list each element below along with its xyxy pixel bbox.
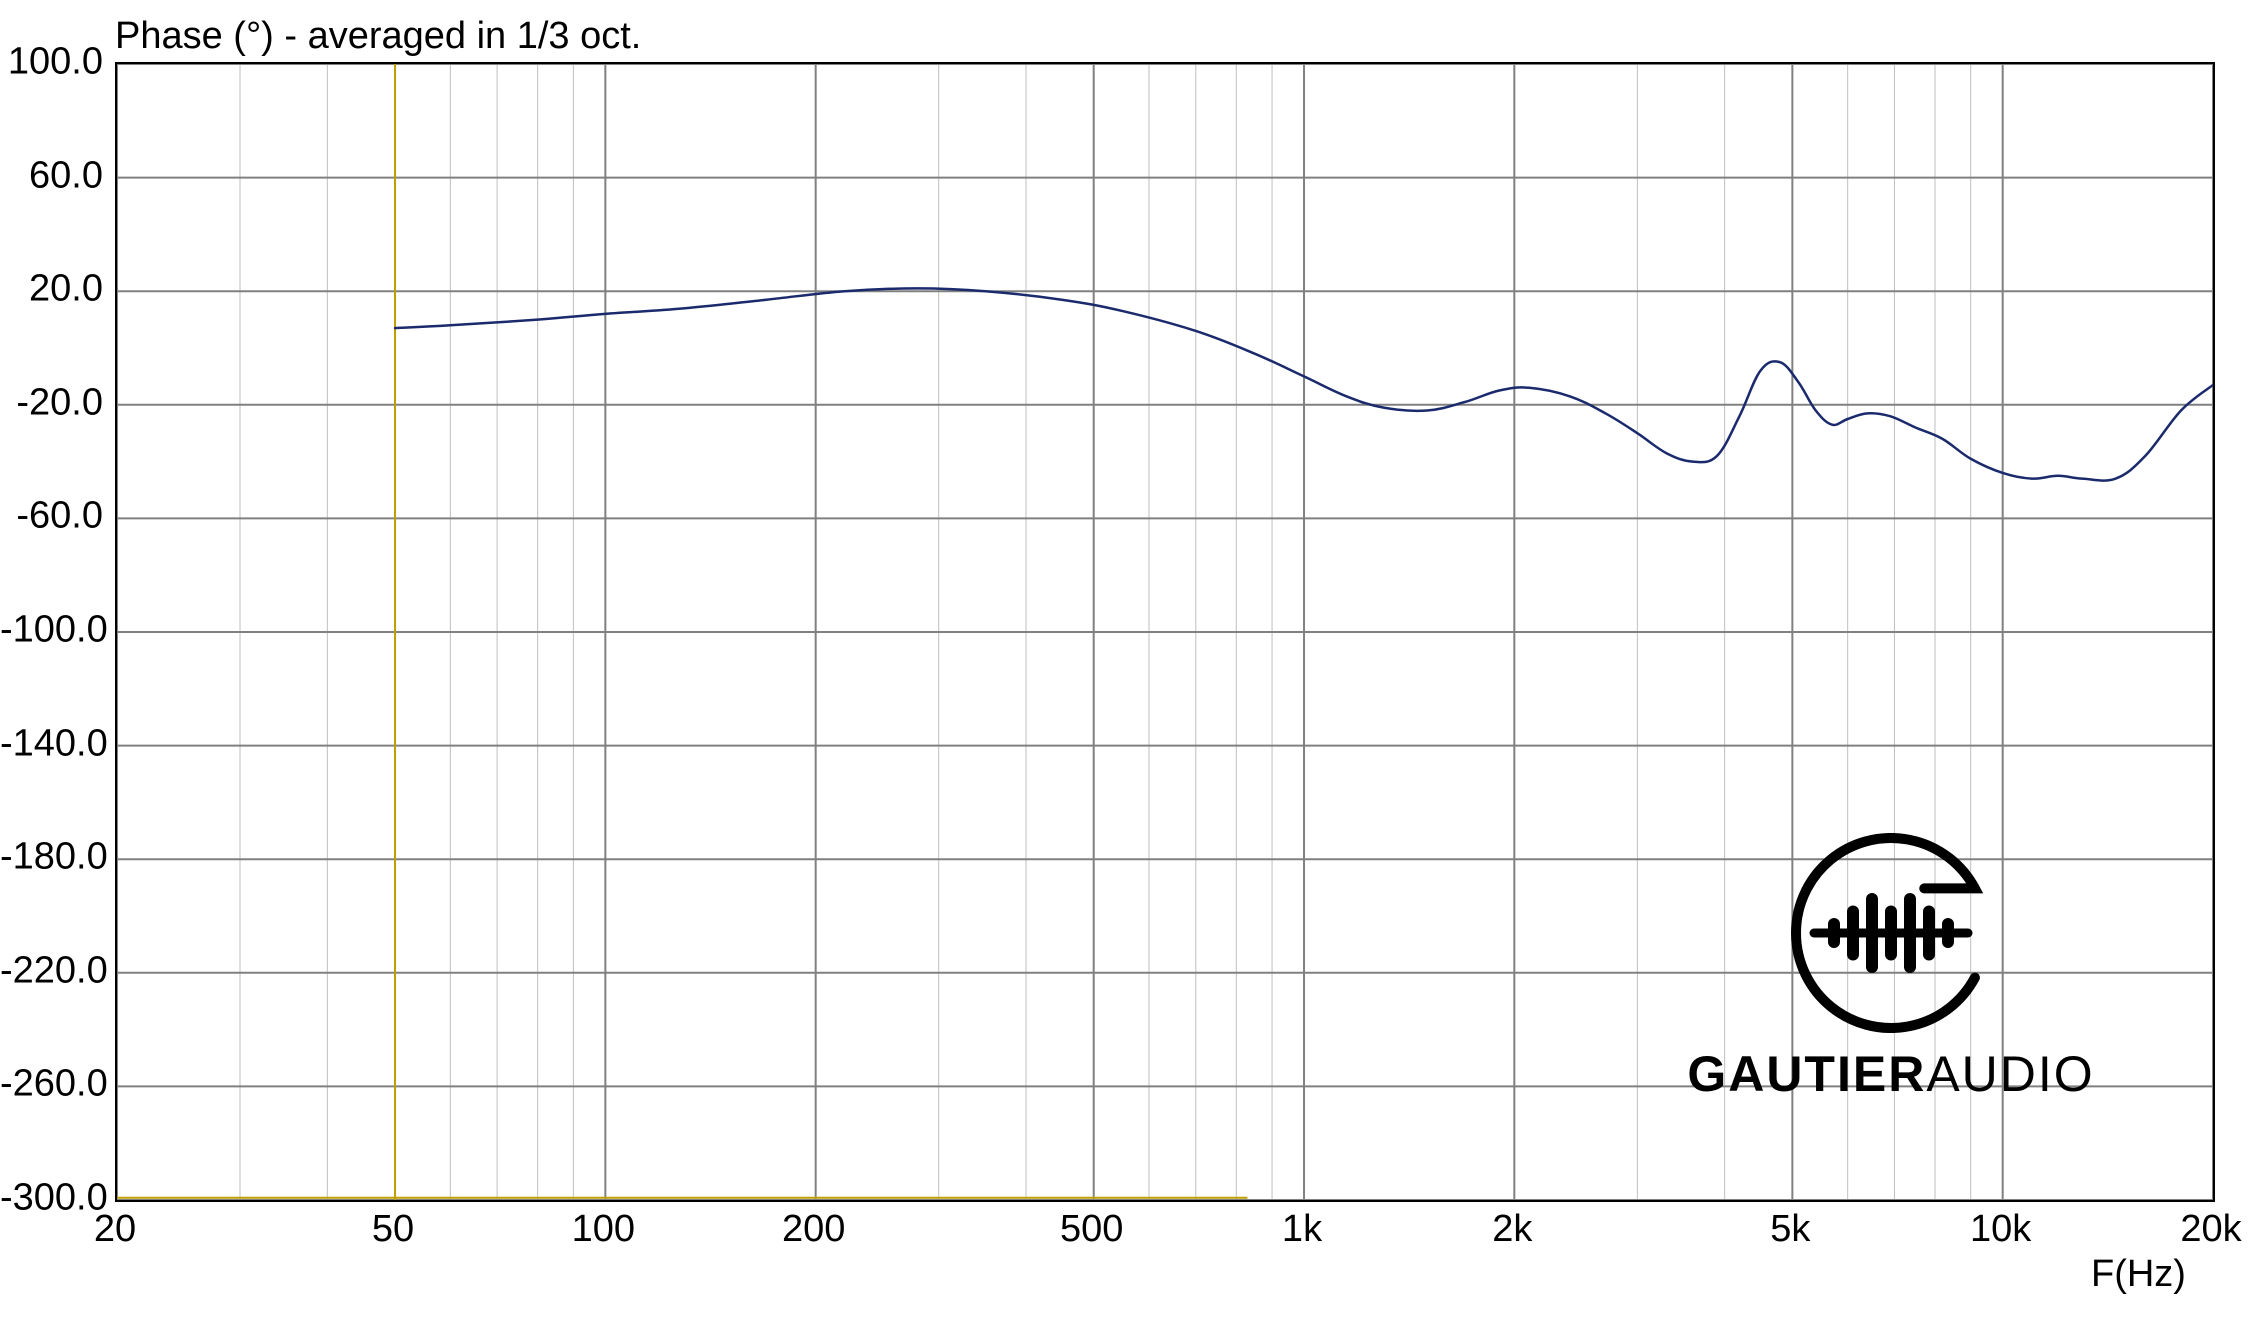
y-tick-label: -20.0 <box>0 381 103 424</box>
brand-logo: GAUTIERAUDIO <box>1651 833 2131 1103</box>
x-tick-label: 10k <box>1970 1208 2031 1251</box>
y-tick-label: 20.0 <box>0 268 103 311</box>
y-tick-label: 60.0 <box>0 154 103 197</box>
brand-name-light: AUDIO <box>1926 1046 2094 1102</box>
y-tick-label: -260.0 <box>0 1063 103 1106</box>
y-tick-label: -220.0 <box>0 949 103 992</box>
y-tick-label: 100.0 <box>0 41 103 84</box>
x-tick-label: 500 <box>1060 1208 1123 1251</box>
y-tick-label: -100.0 <box>0 609 103 652</box>
x-tick-label: 50 <box>372 1208 414 1251</box>
x-tick-label: 5k <box>1770 1208 1810 1251</box>
brand-logo-text: GAUTIERAUDIO <box>1651 1045 2131 1103</box>
chart-title: Phase (°) - averaged in 1/3 oct. <box>115 15 641 58</box>
x-axis-label: F(Hz) <box>2091 1253 2186 1296</box>
x-tick-label: 20 <box>94 1208 136 1251</box>
chart-wrapper: Phase (°) - averaged in 1/3 oct. 100.0 60… <box>0 0 2254 1325</box>
brand-name-bold: GAUTIER <box>1687 1046 1926 1102</box>
brand-logo-icon <box>1786 833 1996 1033</box>
x-tick-label: 20k <box>2180 1208 2241 1251</box>
y-tick-label: -60.0 <box>0 495 103 538</box>
x-tick-label: 1k <box>1282 1208 1322 1251</box>
y-tick-label: -140.0 <box>0 722 103 765</box>
x-tick-label: 200 <box>782 1208 845 1251</box>
y-tick-label: -180.0 <box>0 836 103 879</box>
y-tick-label: -300.0 <box>0 1177 103 1220</box>
x-tick-label: 2k <box>1492 1208 1532 1251</box>
x-tick-label: 100 <box>572 1208 635 1251</box>
